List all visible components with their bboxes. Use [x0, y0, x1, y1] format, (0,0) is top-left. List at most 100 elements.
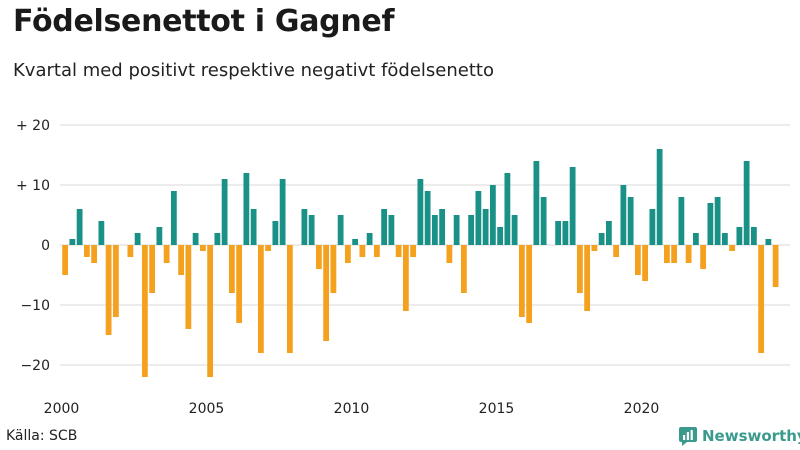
bar-positive [192, 233, 199, 245]
bar-positive [533, 161, 540, 245]
bar-negative [359, 245, 366, 257]
bar-positive [627, 197, 634, 245]
x-axis-labels: 2000 2005 2010 2015 2020 [44, 401, 660, 417]
bar-negative [286, 245, 293, 353]
bar-positive [308, 215, 315, 245]
bar-positive [714, 197, 721, 245]
bar-positive [765, 239, 772, 245]
grid-lines [60, 124, 790, 366]
bar-negative [83, 245, 90, 257]
bar-negative [613, 245, 620, 257]
bar-positive [649, 209, 656, 245]
bar-positive [736, 227, 743, 245]
bar-negative [395, 245, 402, 257]
bar-negative [700, 245, 707, 269]
bar-negative [526, 245, 533, 323]
bar-negative [663, 245, 670, 263]
bar-positive [388, 215, 395, 245]
bar-positive [214, 233, 221, 245]
bar-negative [178, 245, 185, 275]
bar-negative [460, 245, 467, 293]
bar-negative [228, 245, 235, 293]
y-tick-label: −10 [20, 298, 50, 314]
chart-subtitle: Kvartal med positivt respektive negativt… [13, 60, 494, 81]
bar-positive [170, 191, 177, 245]
bar-positive [743, 161, 750, 245]
bar-positive [497, 227, 504, 245]
bar-negative [91, 245, 98, 263]
bar-negative [373, 245, 380, 257]
bar-positive [692, 233, 699, 245]
bar-positive [352, 239, 359, 245]
bar-negative [236, 245, 243, 323]
bar-positive [707, 203, 714, 245]
bar-negative [576, 245, 583, 293]
bar-negative [410, 245, 417, 257]
bar-negative [265, 245, 272, 251]
bar-positive [453, 215, 460, 245]
bar-positive [98, 221, 105, 245]
bar-negative [323, 245, 330, 341]
bar-negative [671, 245, 678, 263]
bar-negative [642, 245, 649, 281]
bar-negative [729, 245, 736, 251]
brand-logo: Newsworthy [678, 426, 800, 446]
bar-negative [185, 245, 192, 329]
y-axis-labels: + 20 + 10 0 −10 −20 [16, 118, 50, 374]
bar-negative [199, 245, 206, 251]
bar-positive [76, 209, 83, 245]
bar-positive [750, 227, 757, 245]
bar-positive [250, 209, 257, 245]
brand-name: Newsworthy [702, 427, 800, 445]
bar-negative [518, 245, 525, 317]
x-tick-label: 2020 [624, 401, 660, 417]
bar-positive [569, 167, 576, 245]
bar-positive [134, 233, 141, 245]
x-tick-label: 2015 [479, 401, 515, 417]
bar-negative [446, 245, 453, 263]
bar-negative [685, 245, 692, 263]
bar-positive [555, 221, 562, 245]
bar-positive [243, 173, 250, 245]
bar-positive [540, 197, 547, 245]
bar-positive [69, 239, 76, 245]
bar-negative [62, 245, 69, 275]
bar-positive [301, 209, 308, 245]
bar-positive [489, 185, 496, 245]
y-tick-label: 0 [41, 238, 50, 254]
bar-negative [402, 245, 409, 311]
x-tick-label: 2010 [334, 401, 370, 417]
x-tick-label: 2005 [189, 401, 225, 417]
y-tick-label: + 10 [16, 178, 50, 194]
bar-negative [149, 245, 156, 293]
bar-positive [156, 227, 163, 245]
bar-negative [163, 245, 170, 263]
bar-negative [772, 245, 779, 287]
bar-positive [417, 179, 424, 245]
bar-negative [315, 245, 322, 269]
bar-negative [634, 245, 641, 275]
bar-positive [678, 197, 685, 245]
bar-positive [468, 215, 475, 245]
bar-positive [475, 191, 482, 245]
source-label: Källa: SCB [6, 428, 78, 444]
bar-positive [598, 233, 605, 245]
bar-positive [337, 215, 344, 245]
chart-title: Födelsenettot i Gagnef [13, 4, 395, 39]
bar-negative [141, 245, 148, 377]
bar-positive [366, 233, 373, 245]
bar-positive [504, 173, 511, 245]
y-tick-label: −20 [20, 358, 50, 374]
bar-negative [758, 245, 765, 353]
bar-negative [584, 245, 591, 311]
bar-positive [562, 221, 569, 245]
bar-positive [221, 179, 228, 245]
bar-positive [721, 233, 728, 245]
bar-positive [424, 191, 431, 245]
bar-chart-icon [679, 427, 697, 446]
bar-positive [605, 221, 612, 245]
bar-positive [439, 209, 446, 245]
bar-negative [330, 245, 337, 293]
bar-negative [344, 245, 351, 263]
